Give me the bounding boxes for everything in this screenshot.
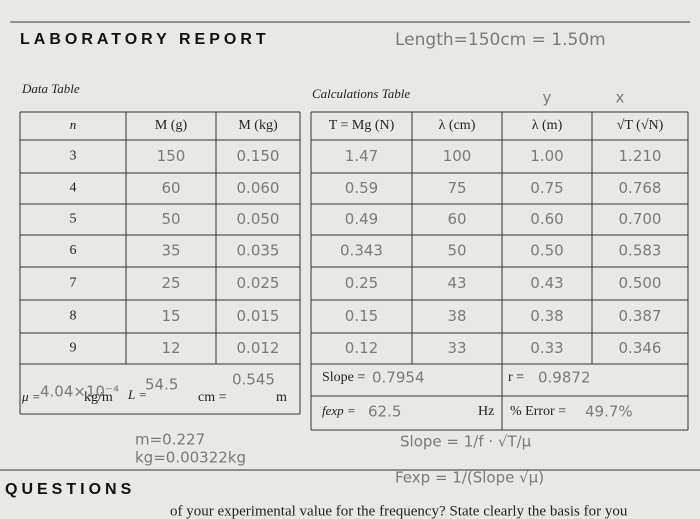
column-header: n (70, 117, 77, 132)
column-header: M (g) (155, 118, 188, 133)
calc-table-title: Calculations Table (312, 86, 410, 101)
table-cell: 0.700 (619, 210, 662, 228)
table-cell: 0.49 (345, 210, 378, 228)
table-cell: 0.60 (530, 210, 563, 228)
questions-text: of your experimental value for the frequ… (170, 503, 628, 519)
table-cell: 50 (447, 242, 466, 260)
table-cell: 0.150 (237, 147, 280, 165)
column-header: λ (m) (532, 118, 563, 133)
table-cell: 7 (70, 276, 77, 291)
length-note: Length=150cm = 1.50m (395, 30, 606, 50)
table-cell: 1.210 (619, 147, 662, 165)
table-cell: 60 (447, 210, 466, 228)
axis-note: y (543, 89, 552, 107)
table-cell: 0.346 (619, 339, 662, 357)
table-cell: 0.060 (237, 179, 280, 197)
l-cm: 54.5 (145, 376, 178, 394)
table-cell: 0.012 (237, 339, 280, 357)
r-value: 0.9872 (538, 369, 591, 387)
table-cell: 8 (70, 309, 77, 324)
table-cell: 4 (70, 181, 77, 196)
report-title: LABORATORY REPORT (20, 31, 270, 48)
slope-label: Slope = (322, 370, 365, 385)
error-label: % Error = (510, 404, 566, 419)
cm-unit: cm = (198, 390, 227, 405)
r-label: r = (508, 370, 524, 385)
table-cell: 0.387 (619, 307, 662, 325)
table-cell: 0.59 (345, 179, 378, 197)
note: Fexp = 1/(Slope √μ) (395, 469, 544, 487)
fexp-label: fexp = (322, 403, 356, 418)
table-cell: 0.343 (340, 242, 383, 260)
table-cell: 1.47 (345, 147, 378, 165)
l-label: L = (127, 387, 147, 402)
table-cell: 75 (447, 179, 466, 197)
mu-unit: kg/m (84, 390, 113, 405)
fexp-unit: Hz (478, 404, 494, 419)
column-header: M (kg) (238, 118, 278, 133)
table-cell: 0.75 (530, 179, 563, 197)
column-header: λ (cm) (439, 118, 476, 133)
table-cell: 0.15 (345, 307, 378, 325)
column-header: T = Mg (N) (329, 118, 395, 133)
column-header: √T (√N) (617, 118, 664, 133)
table-cell: 6 (70, 243, 77, 258)
table-cell: 60 (161, 179, 180, 197)
data-table-title: Data Table (21, 81, 80, 96)
table-cell: 0.015 (237, 307, 280, 325)
table-cell: 0.768 (619, 179, 662, 197)
table-cell: 50 (161, 210, 180, 228)
table-cell: 9 (70, 341, 77, 356)
table-cell: 5 (70, 212, 77, 227)
table-cell: 43 (447, 274, 466, 292)
note: kg=0.00322kg (135, 449, 246, 467)
table-cell: 0.12 (345, 339, 378, 357)
table-cell: 1.00 (530, 147, 563, 165)
fexp-value: 62.5 (368, 403, 401, 421)
note: Slope = 1/f · √T/μ (400, 433, 532, 451)
questions-title: QUESTIONS (5, 481, 135, 498)
table-cell: 100 (443, 147, 472, 165)
table-cell: 0.500 (619, 274, 662, 292)
table-cell: 3 (70, 149, 77, 164)
table-cell: 150 (157, 147, 186, 165)
table-cell: 15 (161, 307, 180, 325)
table-cell: 33 (447, 339, 466, 357)
table-cell: 0.43 (530, 274, 563, 292)
table-cell: 0.50 (530, 242, 563, 260)
axis-note: x (616, 89, 625, 107)
table-cell: 0.583 (619, 242, 662, 260)
table-cell: 0.025 (237, 274, 280, 292)
mu-value: 4.04×10⁻⁴ (40, 383, 119, 401)
table-cell: 0.25 (345, 274, 378, 292)
mu-label: μ = (21, 389, 41, 404)
table-cell: 25 (161, 274, 180, 292)
table-cell: 35 (161, 242, 180, 260)
l-m: 0.545 (232, 371, 275, 389)
table-cell: 0.035 (237, 242, 280, 260)
table-cell: 12 (161, 339, 180, 357)
note: m=0.227 (135, 431, 205, 449)
table-cell: 0.050 (237, 210, 280, 228)
slope-value: 0.7954 (372, 369, 425, 387)
table-cell: 0.33 (530, 339, 563, 357)
m-unit: m (276, 390, 287, 405)
error-value: 49.7% (585, 403, 633, 421)
table-cell: 0.38 (530, 307, 563, 325)
table-cell: 38 (447, 307, 466, 325)
